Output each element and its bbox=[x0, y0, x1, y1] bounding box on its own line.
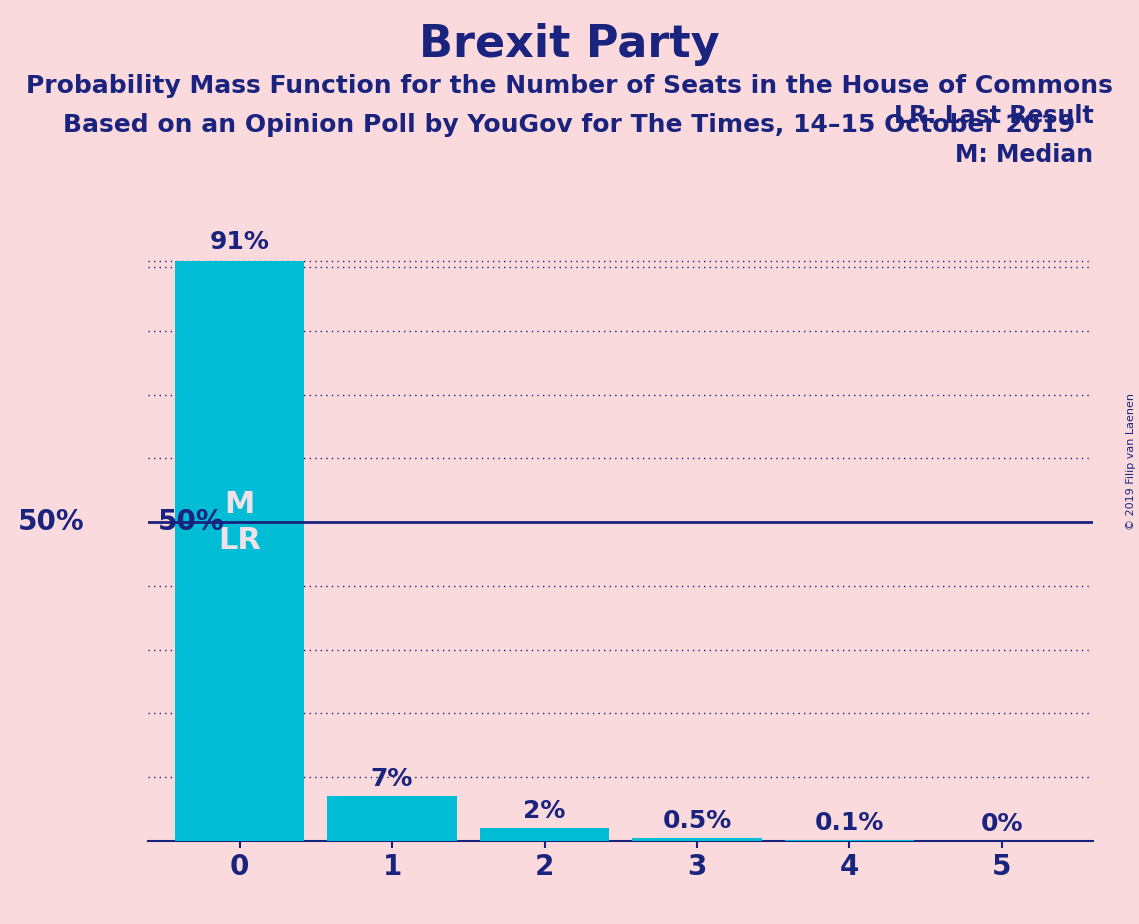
Text: 50%: 50% bbox=[157, 508, 224, 536]
Text: LR: Last Result: LR: Last Result bbox=[894, 104, 1093, 128]
Text: 91%: 91% bbox=[210, 230, 270, 254]
Text: 0.5%: 0.5% bbox=[663, 808, 731, 833]
Bar bbox=[174, 261, 304, 841]
Text: 2%: 2% bbox=[523, 799, 566, 823]
Bar bbox=[480, 828, 609, 841]
Text: M: Median: M: Median bbox=[956, 142, 1093, 166]
Text: 0.1%: 0.1% bbox=[814, 811, 884, 835]
Text: Probability Mass Function for the Number of Seats in the House of Commons: Probability Mass Function for the Number… bbox=[26, 74, 1113, 98]
Text: 0%: 0% bbox=[981, 812, 1023, 835]
Bar bbox=[327, 796, 457, 841]
Text: Based on an Opinion Poll by YouGov for The Times, 14–15 October 2019: Based on an Opinion Poll by YouGov for T… bbox=[64, 113, 1075, 137]
Text: 50%: 50% bbox=[18, 508, 84, 536]
Text: Brexit Party: Brexit Party bbox=[419, 23, 720, 67]
Bar bbox=[632, 838, 762, 841]
Text: M
LR: M LR bbox=[219, 490, 261, 554]
Text: © 2019 Filip van Laenen: © 2019 Filip van Laenen bbox=[1126, 394, 1136, 530]
Text: 7%: 7% bbox=[371, 767, 413, 791]
